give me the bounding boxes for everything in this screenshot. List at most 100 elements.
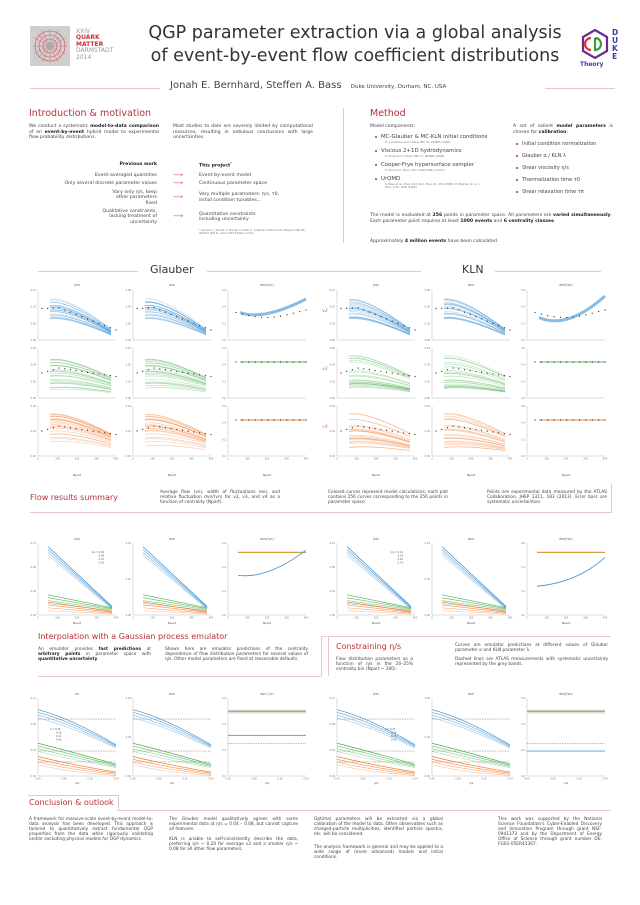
emulator-curve (37, 748, 117, 767)
model-curve (348, 374, 411, 386)
model-curve (348, 426, 411, 441)
data-point (86, 429, 89, 431)
model-curve (348, 309, 411, 333)
y-tick-label: 0.00 (31, 775, 37, 778)
model-curve (348, 386, 411, 392)
t: We conduct a systematic (29, 124, 91, 129)
data-point (210, 375, 212, 378)
y-tick-label: 0.00 (425, 339, 431, 342)
data-point (553, 316, 555, 318)
x-tick-label: 300 (284, 458, 289, 461)
data-point (604, 419, 606, 421)
footnote-marker: * (230, 161, 232, 165)
data-point (235, 419, 237, 421)
y-tick-label: 0.2 (521, 590, 525, 593)
column-title: σvn/⟨vn⟩ (559, 537, 572, 541)
constraining-side (328, 636, 329, 676)
x-tick-label: 400 (304, 458, 309, 461)
data-point (572, 361, 574, 363)
x-axis-label: Npart (73, 621, 82, 625)
data-point (458, 368, 460, 370)
data-point (47, 307, 49, 309)
data-point (273, 419, 275, 421)
data-point (446, 369, 448, 371)
x-tick-label: 0 (227, 617, 229, 620)
model-curve (443, 370, 506, 384)
model-curve (144, 425, 207, 441)
component-name: Cooper-Frye hypersurface sampler (381, 162, 475, 168)
approx-text: Approximately 4 million events have been… (370, 239, 612, 245)
x-tick-label: 200 (170, 617, 175, 620)
conclusion-col-2b: KLN is unable to self-consistently descr… (169, 837, 298, 852)
x-tick-label: 100 (150, 617, 155, 620)
data-point (115, 329, 117, 331)
y-tick-label: 0.00 (330, 775, 336, 778)
emulator-curve (142, 546, 208, 607)
evaluation-text: The model is evaluated at 256 points in … (370, 213, 612, 224)
model-curve (144, 374, 207, 386)
column-title: σvn (169, 283, 175, 287)
emulator-curve (132, 756, 212, 773)
component-ref: H.-J. Drescher and Y. Nara, PRC 74, 0449… (385, 141, 451, 144)
component-ref: H. Song and U. Heinz, PRC 77, 064901 (20… (385, 155, 446, 158)
x-tick-label: 100 (354, 617, 359, 620)
model-curve (49, 364, 112, 381)
row-label-v2: v2 (322, 308, 328, 314)
data-point (142, 370, 144, 372)
flow-panel: 0.00 0.02 0.04 0.06 (31, 347, 117, 400)
model-curve (348, 419, 411, 437)
constraining-text-3: Dashed lines are ATLAS measurements with… (455, 657, 608, 667)
flow-panel: 0.00 0.02 0.04 0 100 200 300 400 (31, 405, 119, 461)
column-title: σvn (468, 692, 474, 696)
quark-matter-emblem-icon (30, 26, 70, 66)
model-curve (443, 303, 506, 331)
emulator-curve (346, 600, 412, 610)
flow-panel: 0.00 0.05 0.10 0.15 (31, 289, 117, 342)
model-curve (443, 381, 506, 390)
y-tick-label: 0.2 (521, 749, 525, 752)
emulator-curve (441, 607, 507, 614)
data-point (147, 307, 149, 309)
y-tick-label: 0.6 (222, 347, 226, 350)
flow-panel: 0.00 0.02 0.04 0 100 200 300 400 (330, 405, 418, 461)
emulator-curve (346, 610, 412, 615)
emulator-curve (431, 751, 511, 768)
x-tick-label: 0.16 (576, 778, 582, 781)
constraining-top-rule (328, 636, 611, 637)
y-tick-label: 0.08 (31, 723, 37, 726)
t-bold: arbitrary points (38, 652, 81, 657)
t: have been calculated. (446, 239, 499, 244)
model-curve (144, 429, 207, 443)
x-tick-label: 400 (508, 617, 513, 620)
y-tick-label: 0.02 (126, 405, 132, 408)
data-point (498, 374, 500, 376)
model-curve (144, 419, 207, 438)
model-curve (348, 436, 411, 446)
data-point (69, 311, 72, 313)
x-tick-label: 400 (114, 458, 119, 461)
emulator-curve (336, 717, 416, 749)
emulator-curve (37, 751, 117, 768)
model-curve (443, 446, 506, 451)
y-tick-label: 0.02 (425, 322, 431, 325)
data-point (604, 361, 606, 363)
data-point (363, 309, 365, 311)
y-tick-label: 0.6 (521, 347, 525, 350)
data-point (98, 431, 100, 433)
data-point (351, 369, 353, 371)
model-curve (443, 385, 506, 392)
emulator-curve (142, 600, 208, 610)
x-tick-label: 0.24 (412, 778, 418, 781)
data-point (153, 367, 155, 369)
data-point (591, 361, 593, 363)
model-curve (348, 301, 411, 331)
data-point (540, 419, 542, 421)
emulator-curve (336, 709, 416, 746)
y-tick-label: 0.00 (425, 614, 431, 617)
model-curve (348, 379, 411, 389)
data-point (64, 368, 66, 370)
conclusion-side (118, 795, 119, 811)
intro-title: Introduction & motivation (29, 108, 152, 119)
x-tick-label: 100 (55, 617, 60, 620)
legend-entry: 0.06 (56, 739, 62, 742)
